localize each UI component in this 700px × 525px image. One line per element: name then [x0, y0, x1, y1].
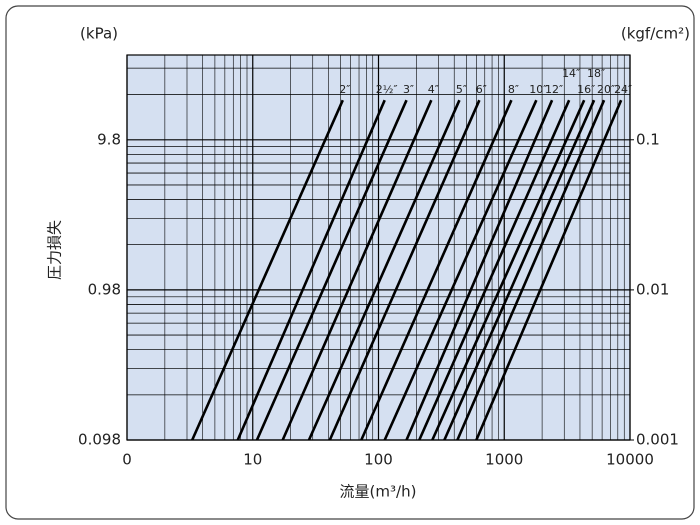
pipe-line: [191, 99, 344, 441]
line-label: 6″: [476, 83, 487, 96]
pipe-line: [443, 99, 596, 441]
x-tick-label: 0: [122, 451, 132, 469]
y2-tick-label: 0.001: [636, 431, 679, 449]
pipe-line: [418, 99, 571, 441]
line-label: 18″: [587, 67, 605, 80]
pipe-line: [383, 99, 538, 441]
y2-unit: (kgf/cm²): [621, 25, 690, 43]
x-axis-label: 流量(m³/h): [340, 483, 417, 501]
line-label: 3″: [403, 83, 414, 96]
pipe-line: [236, 99, 386, 441]
pipe-line: [475, 99, 623, 441]
line-label: 24″: [614, 83, 632, 96]
pipe-line: [328, 99, 481, 441]
line-label: 2½″: [376, 83, 398, 96]
pipe-line: [360, 99, 513, 441]
line-label: 12″: [545, 83, 563, 96]
y-axis-label: 圧力損失: [46, 220, 64, 280]
pipe-line: [307, 99, 461, 441]
line-label: 4″: [428, 83, 439, 96]
y2-tick-label: 0.01: [636, 280, 669, 298]
line-label: 10″: [529, 83, 547, 96]
x-tick-label: 100: [364, 451, 393, 469]
line-label: 8″: [508, 83, 519, 96]
line-label: 2″: [339, 83, 350, 96]
line-label: 14″: [562, 67, 580, 80]
y-tick-label: 9.8: [97, 130, 121, 148]
pipe-line: [281, 99, 433, 441]
line-label: 5″: [456, 83, 467, 96]
y-tick-label: 0.98: [88, 280, 121, 298]
y-unit: (kPa): [80, 25, 118, 43]
pipe-line: [405, 99, 554, 441]
x-tick-label: 1000: [485, 451, 523, 469]
pipe-line: [456, 99, 606, 441]
y-tick-label: 0.098: [78, 431, 121, 449]
line-label: 20″: [597, 83, 615, 96]
line-label: 16″: [577, 83, 595, 96]
pipe-line: [431, 99, 586, 441]
pipe-line: [255, 99, 408, 441]
x-tick-label: 10: [243, 451, 262, 469]
y2-tick-label: 0.1: [636, 130, 660, 148]
x-tick-label: 10000: [606, 451, 654, 469]
